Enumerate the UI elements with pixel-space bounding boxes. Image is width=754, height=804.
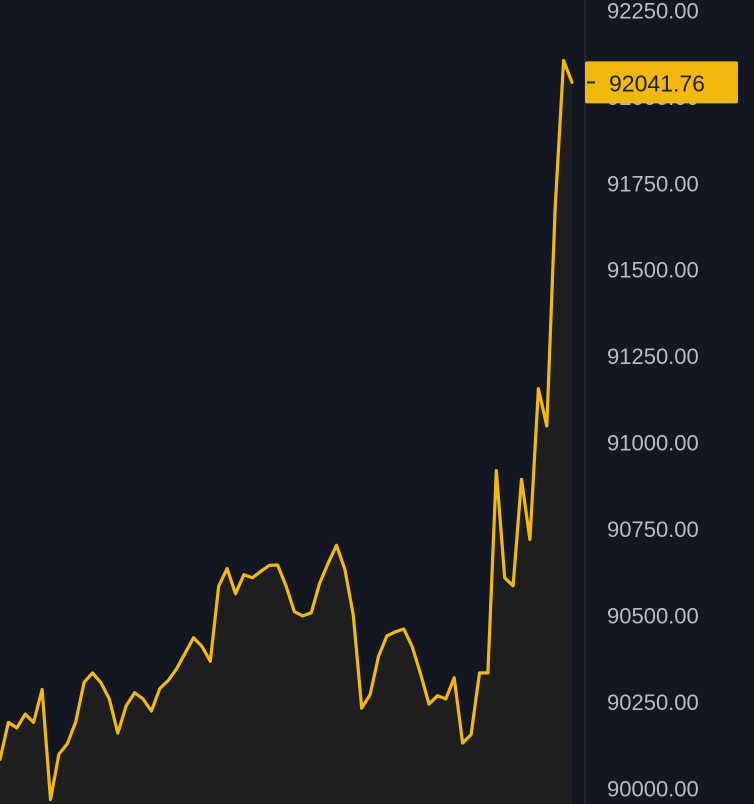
price-tick-label: 91750.00 bbox=[607, 171, 699, 196]
price-tick-label: 90000.00 bbox=[607, 776, 699, 801]
price-tick-label: 90750.00 bbox=[607, 517, 699, 542]
last-price-tag-background bbox=[585, 61, 738, 104]
price-tick-label: 90250.00 bbox=[607, 690, 699, 715]
last-price-label: 92041.76 bbox=[609, 70, 705, 96]
price-tick-label: 92250.00 bbox=[607, 0, 699, 23]
price-axis: 92250.0092000.0091750.0091500.0091250.00… bbox=[607, 0, 699, 801]
last-price-tag: 92041.76 bbox=[585, 61, 738, 104]
price-tick-label: 91000.00 bbox=[607, 431, 699, 456]
price-line bbox=[0, 58, 574, 802]
price-tick-label: 91250.00 bbox=[607, 344, 699, 369]
price-tick-label: 90500.00 bbox=[607, 604, 699, 629]
price-tick-label: 91500.00 bbox=[607, 258, 699, 283]
price-area bbox=[0, 60, 572, 804]
